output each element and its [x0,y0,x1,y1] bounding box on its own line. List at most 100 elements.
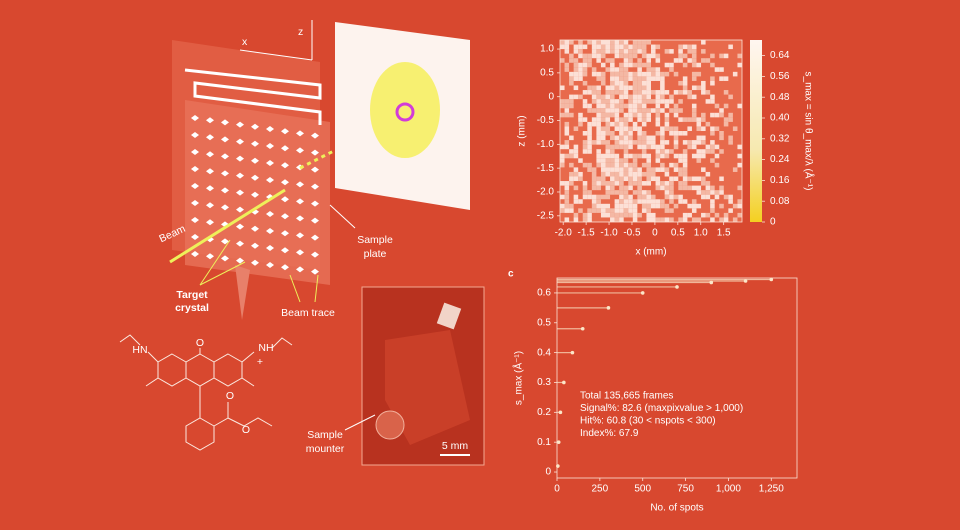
heatmap-texture [710,62,715,68]
mol-label: HN [132,344,147,356]
heatmap-texture [673,71,679,77]
heatmap-texture [573,94,579,100]
heatmap-texture [710,190,715,195]
heatmap-texture [628,44,633,50]
heatmap-texture [714,144,720,150]
heatmap-texture [660,144,665,150]
heatmap-texture [605,121,611,127]
heatmap-texture [573,85,579,91]
heatmap-texture [673,167,679,172]
heatmap-texture [564,44,570,50]
heatmap-texture [605,185,611,191]
heatmap-texture [719,217,724,222]
heatmap-texture [678,49,683,54]
heatmap-texture [632,212,638,218]
heatmap-texture [610,67,615,72]
crystal [251,259,259,266]
crystal [206,117,214,124]
heatmap-texture [560,203,565,209]
spot-point [558,410,563,415]
beam-trace-label: Beam trace [281,307,335,319]
heatmap-texture [628,167,633,172]
heatmap-texture [701,153,706,159]
y-tick-label: 0.3 [537,377,551,388]
heatmap-texture [578,40,583,45]
heatmap-texture [610,108,615,113]
heatmap-texture [641,108,647,113]
crystal [236,206,244,213]
heatmap-texture [628,62,633,68]
annotation: Index%: 67.9 [580,428,639,439]
heatmap-texture [610,49,615,54]
heatmap-texture [728,199,733,204]
heatmap-texture [673,162,679,168]
crystal [311,166,319,173]
heatmap-texture [655,217,661,222]
heatmap-texture [560,44,565,50]
heatmap-texture [651,71,656,77]
heatmap-texture [641,135,647,141]
heatmap-texture [696,71,702,77]
heatmap-texture [637,131,642,136]
crystal [296,215,304,222]
heatmap-texture [600,208,606,213]
heatmap-texture [619,185,624,191]
heatmap-texture [646,194,651,200]
crystal [281,230,289,237]
heatmap-texture [632,153,638,159]
heatmap-texture [678,158,683,163]
heatmap-texture [641,53,647,59]
heatmap-texture [614,208,620,213]
heatmap-texture [664,117,670,122]
heatmap-texture [682,80,688,86]
heatmap-texture [664,71,670,77]
heatmap-texture [619,71,624,77]
heatmap-texture [600,80,606,86]
annotation: Signal%: 82.6 (maxpixvalue > 1,000) [580,403,743,414]
heatmap-texture [737,153,742,159]
heatmap-texture [564,194,570,200]
heatmap-texture [646,62,651,68]
heatmap-texture [564,203,570,209]
heatmap-texture [637,80,642,86]
plot-frame [559,39,743,223]
heatmap-texture [573,199,579,204]
heatmap-texture [573,126,579,131]
heatmap-texture [655,167,661,172]
heatmap-texture [569,80,574,86]
heatmap-texture [573,217,579,222]
heatmap-texture [637,212,642,218]
heatmap-texture [691,62,697,68]
heatmap-texture [619,158,624,163]
heatmap-texture [655,181,661,186]
x-tick-label: 1,000 [716,484,741,495]
heatmap-texture [691,140,697,145]
crystal [236,172,244,179]
heatmap-texture [655,103,661,109]
charts: -2.0 -1.5 -1.0 -0.5 0 0.5 1.0 1.5 1.0 0.5 0 -0.5 -1.… [508,39,815,514]
heatmap-texture [632,199,638,204]
heatmap-texture [564,108,570,113]
heatmap-texture [587,40,592,45]
heatmap-texture [610,181,615,186]
crystal [221,204,229,211]
heatmap-texture [614,49,620,54]
heatmap-texture [687,203,692,209]
heatmap-texture [600,171,606,177]
heatmap-texture [587,149,592,154]
crystal [296,249,304,256]
heatmap-texture [564,185,570,191]
heatmap-texture [714,190,720,195]
heatmap-texture [660,153,665,159]
heatmap-texture [573,62,579,68]
heatmap-texture [646,108,651,113]
heatmap-texture [614,67,620,72]
heatmap-texture [637,176,642,182]
heatmap-texture [591,40,597,45]
heatmap-texture [655,94,661,100]
heatmap-texture [614,99,620,104]
heatmap-texture [623,103,629,109]
screw [375,410,405,440]
heatmap-texture [610,171,615,177]
heatmap-texture [632,181,638,186]
